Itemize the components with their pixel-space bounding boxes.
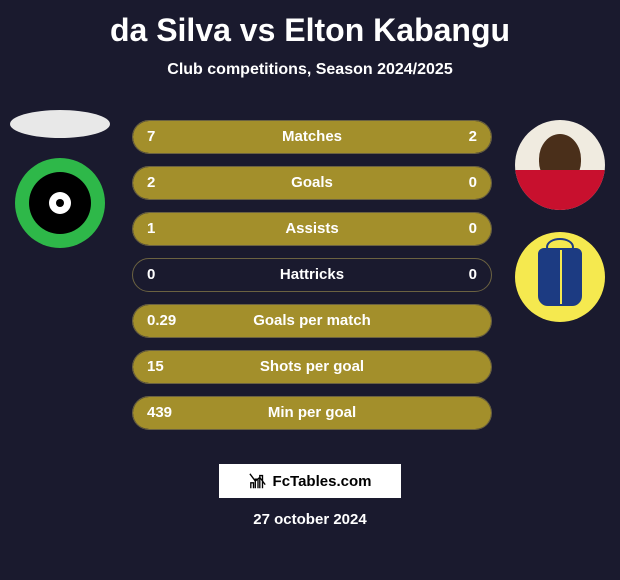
right-club-badge	[515, 232, 605, 322]
bar-label: Goals	[133, 167, 491, 199]
comparison-title: da Silva vs Elton Kabangu	[0, 0, 620, 49]
bar-label: Goals per match	[133, 305, 491, 337]
cercle-badge-inner	[29, 172, 91, 234]
stat-bar-row: 15Shots per goal	[132, 350, 492, 384]
cercle-badge-dot	[49, 192, 71, 214]
bar-label: Shots per goal	[133, 351, 491, 383]
comparison-subtitle: Club competitions, Season 2024/2025	[0, 61, 620, 79]
stat-bars-container: 72Matches 20Goals 10Assists 00Hattricks 0.29…	[132, 120, 492, 442]
bar-label: Matches	[133, 121, 491, 153]
stat-bar-row: 439Min per goal	[132, 396, 492, 430]
fctables-logo: FcTables.com	[219, 464, 401, 498]
stat-bar-row: 10Assists	[132, 212, 492, 246]
left-player-column	[10, 110, 110, 248]
stat-bar-row: 72Matches	[132, 120, 492, 154]
bar-label: Assists	[133, 213, 491, 245]
left-club-badge	[15, 158, 105, 248]
right-player-avatar	[515, 120, 605, 210]
footer-date: 27 october 2024	[0, 511, 620, 528]
stat-bar-row: 00Hattricks	[132, 258, 492, 292]
right-player-column	[510, 120, 610, 322]
bar-label: Min per goal	[133, 397, 491, 429]
logo-text: FcTables.com	[273, 473, 372, 490]
chart-icon	[249, 472, 267, 490]
stat-bar-row: 20Goals	[132, 166, 492, 200]
stat-bar-row: 0.29Goals per match	[132, 304, 492, 338]
usg-shield	[538, 248, 582, 306]
avatar-shirt	[515, 170, 605, 210]
left-player-placeholder	[10, 110, 110, 138]
bar-label: Hattricks	[133, 259, 491, 291]
